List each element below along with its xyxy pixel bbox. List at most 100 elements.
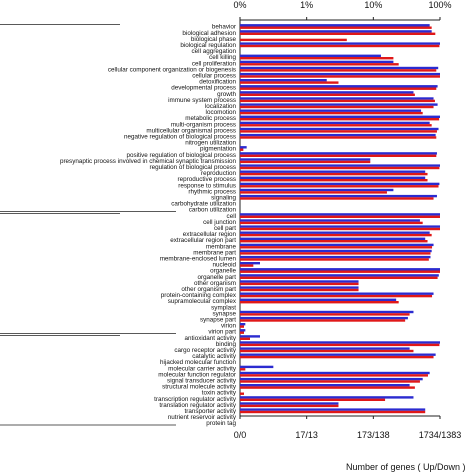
bar-down (240, 44, 440, 48)
bar-up (240, 323, 246, 326)
bar-up (240, 347, 410, 350)
category-label: carbohydrate utilization (171, 201, 236, 208)
top-tick-label: 10% (364, 0, 382, 10)
bar-down (240, 355, 434, 359)
bar-up (240, 91, 414, 94)
bar-up (240, 24, 430, 27)
bar-up (240, 292, 434, 295)
bar-down (240, 313, 410, 316)
bar-down (240, 325, 244, 328)
bar-down (240, 252, 431, 255)
bar-up (240, 79, 327, 82)
bar-up (240, 298, 397, 301)
bar-down (240, 154, 437, 157)
bar-down (240, 172, 428, 176)
category-label: molecular function regulator (158, 371, 236, 378)
bar-down (240, 319, 406, 322)
bar-up (240, 66, 439, 70)
bar-down (240, 87, 437, 90)
bar-up (240, 402, 339, 405)
category-label: cell aggregation (192, 48, 237, 55)
bar-down (240, 32, 436, 35)
category-label: protein-containing complex (161, 292, 237, 299)
category-label: pigmentation (200, 146, 237, 153)
bar-up (240, 335, 260, 338)
category-label: biological regulation (180, 42, 236, 49)
bar-down (240, 392, 244, 395)
category-label: toxin activity (202, 390, 237, 397)
category-label: nucleoid (213, 262, 237, 269)
category-label: biological phase (191, 36, 237, 43)
bar-down (240, 301, 399, 304)
x-axis-label: Number of genes ( Up/Down ) (346, 462, 466, 472)
bar-up (240, 213, 440, 216)
bar-up (240, 249, 432, 253)
bar-up (240, 371, 430, 375)
bar-down (240, 26, 432, 29)
bar-down (240, 270, 440, 273)
category-label: biological adhesion (182, 30, 236, 37)
bar-down (240, 75, 440, 78)
bar-down (240, 160, 371, 164)
category-label: molecular carrier activity (168, 365, 237, 372)
category-label: virion (221, 323, 237, 330)
bar-up (240, 237, 426, 240)
bar-up (240, 170, 426, 173)
bar-up (240, 158, 371, 161)
bar-up (240, 176, 426, 179)
bar-up (240, 121, 430, 125)
bar-down (240, 233, 432, 237)
category-label: structural molecule activity (162, 384, 237, 391)
category-label: organelle (210, 268, 236, 275)
category-label: signaling (211, 195, 236, 202)
bar-up (240, 341, 440, 344)
bar-up (240, 127, 439, 131)
bottom-tick-label: 1734/1383 (419, 430, 462, 440)
category-label: extracellular region (183, 231, 237, 238)
category-label: cellular component organization or bioge… (108, 66, 236, 73)
category-label: translation regulator activity (159, 402, 236, 409)
bar-up (240, 329, 246, 332)
bar-down (240, 386, 415, 389)
bar-up (240, 231, 430, 234)
category-label: reproduction (201, 170, 237, 177)
bar-down (240, 221, 423, 225)
top-tick-label: 0% (233, 0, 246, 10)
bar-up (240, 396, 414, 399)
category-label: immune system process (168, 97, 236, 104)
bar-up (240, 97, 434, 100)
bar-down (240, 63, 399, 66)
bar-down (240, 227, 440, 231)
bar-down (240, 105, 434, 109)
bar-down (240, 81, 339, 84)
category-label: membrane-enclosed lumen (160, 256, 237, 263)
category-label: synapse part (200, 317, 236, 324)
category-label: other organism part (181, 286, 236, 293)
category-label: protein tag (206, 420, 236, 427)
category-label: cell part (214, 225, 236, 232)
category-label: cargo receptor activity (174, 347, 236, 354)
bar-down (240, 215, 440, 218)
category-label: reproductive process (178, 176, 236, 183)
bar-down (240, 124, 432, 127)
bar-up (240, 316, 408, 320)
category-label: catalytic activity (192, 353, 237, 360)
category-label: rhythmic process (188, 188, 236, 195)
bar-down (240, 148, 244, 151)
category-label: hijacked molecular function (160, 359, 236, 366)
bar-up (240, 274, 439, 277)
bar-up (240, 72, 440, 76)
bar-up (240, 182, 440, 186)
bar-down (240, 246, 433, 249)
bar-up (240, 365, 274, 369)
category-label: locomotion (206, 109, 237, 116)
bar-up (240, 54, 381, 57)
bar-down (240, 337, 250, 340)
category-label: supramolecular complex (168, 298, 237, 305)
category-label: response to stimulus (178, 182, 236, 189)
bar-down (240, 258, 429, 261)
bar-up (240, 164, 440, 167)
category-label: positive regulation of biological proces… (126, 152, 236, 159)
category-label: virion part (208, 329, 236, 336)
top-tick-label: 100% (428, 0, 451, 10)
